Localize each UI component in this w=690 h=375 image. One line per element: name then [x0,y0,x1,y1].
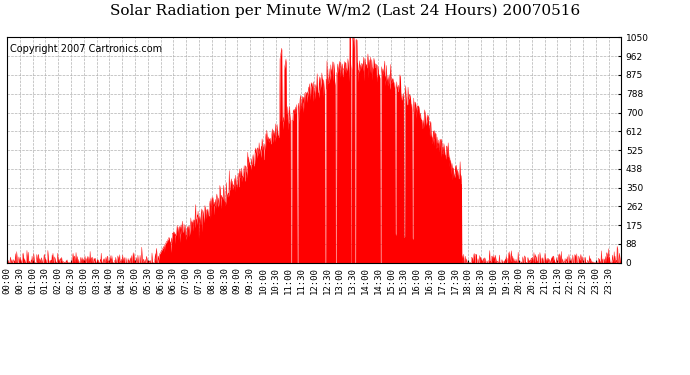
Text: Copyright 2007 Cartronics.com: Copyright 2007 Cartronics.com [10,44,162,54]
Text: Solar Radiation per Minute W/m2 (Last 24 Hours) 20070516: Solar Radiation per Minute W/m2 (Last 24… [110,4,580,18]
